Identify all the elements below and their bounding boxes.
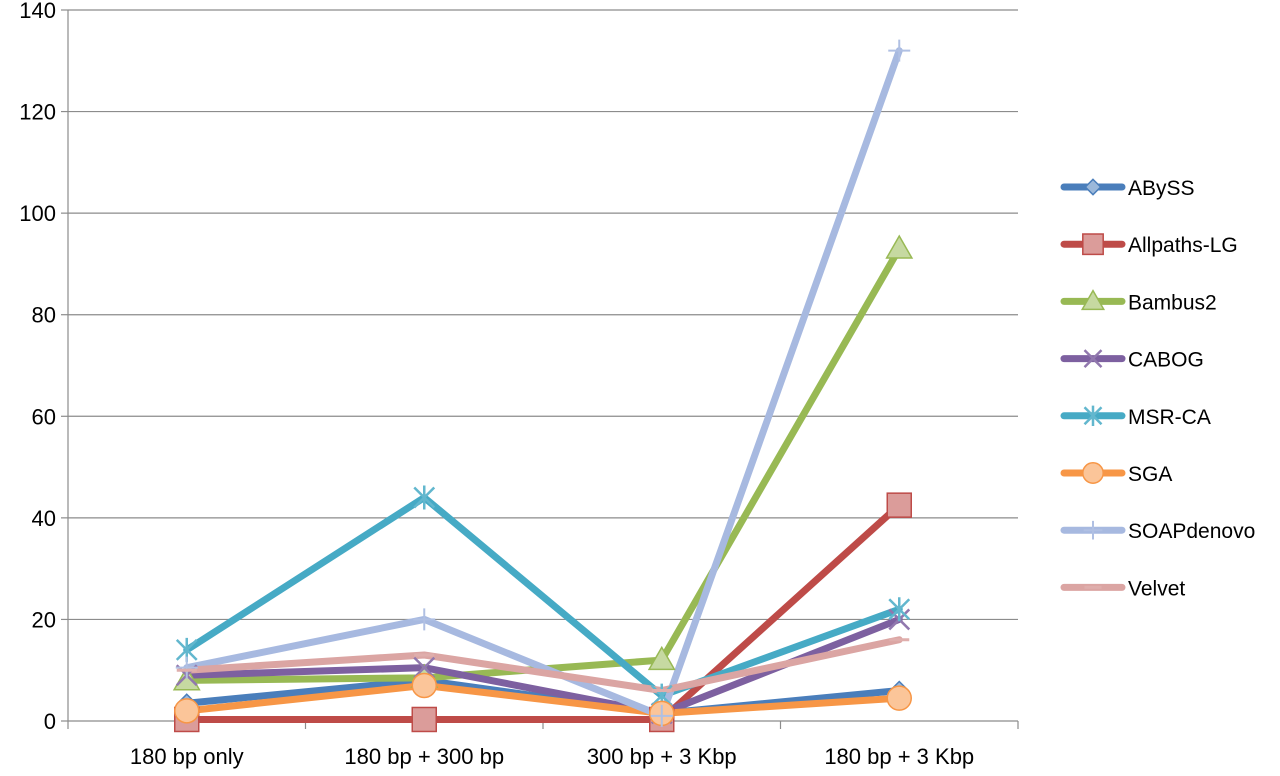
data-point-soapdenovo [413,608,436,631]
legend-label: SGA [1128,463,1172,486]
legend-item-msr-ca: MSR-CA [1060,405,1211,429]
legend-item-allpaths-lg: Allpaths-LG [1060,233,1238,257]
data-point-msr-ca [888,597,911,622]
legend-label: Bambus2 [1128,291,1217,314]
y-tick-label: 100 [19,201,56,226]
legend-marker [1083,405,1103,426]
gridlines [68,9,1018,621]
data-point-bambus2 [885,234,914,259]
y-tick-label: 120 [19,100,56,125]
data-point-bambus2 [172,666,201,691]
series-line-bambus2 [183,245,903,684]
series-line-sga [183,681,903,717]
data-point-soapdenovo [175,656,198,679]
y-tick-label: 40 [32,506,56,531]
legend-label: SOAPdenovo [1128,520,1255,543]
legend-item-velvet: Velvet [1060,577,1185,600]
legend-item-abyss: ABySS [1060,177,1195,200]
legend-label: CABOG [1128,349,1204,372]
legend-item-sga: SGA [1060,462,1172,486]
series-line-soapdenovo [183,47,903,720]
legend-marker [1080,289,1106,311]
x-tick-label: 180 bp + 300 bp [344,744,504,769]
legend: ABySS Allpaths-LG Bambus2 CABOG MSR-CA SGA SOA… [1060,177,1255,600]
data-point-cabog [413,656,436,679]
series-line-velvet [183,636,903,695]
x-tick-label: 180 bp only [130,744,244,769]
x-tick-label: 300 bp + 3 Kbp [587,744,737,769]
y-tick-label: 0 [44,709,56,734]
x-tick-label: 180 bp + 3 Kbp [824,744,974,769]
series-line-msr-ca [183,494,903,700]
legend-marker [1083,520,1103,540]
series-lines [183,47,903,723]
legend-item-cabog: CABOG [1060,349,1204,372]
data-point-soapdenovo [888,39,911,62]
data-point-allpaths-lg [886,492,912,518]
legend-label: Velvet [1128,577,1185,600]
legend-item-soapdenovo: SOAPdenovo [1060,520,1255,543]
y-tick-label: 60 [32,404,56,429]
data-point-sga [886,685,912,711]
legend-label: MSR-CA [1128,406,1211,429]
series-line-allpaths-lg [183,501,903,723]
data-point-allpaths-lg [411,706,437,733]
series-markers [172,39,914,733]
legend-marker [1083,349,1103,368]
data-point-msr-ca [413,485,436,510]
legend-label: Allpaths-LG [1128,234,1238,257]
y-tick-label: 20 [32,607,56,632]
data-point-sga [411,672,437,699]
data-point-bambus2 [647,645,676,671]
y-tick-label: 80 [32,303,56,328]
data-point-soapdenovo [650,704,673,727]
legend-marker [1082,462,1104,484]
legend-item-bambus2: Bambus2 [1060,289,1217,314]
legend-marker [1084,178,1102,196]
legend-marker [1082,233,1104,256]
data-point-sga [174,698,200,724]
legend-label: ABySS [1128,177,1195,200]
y-tick-label: 140 [19,0,56,23]
axes: 0 20 40 60 80 100 120 140 180 bp only 180 bp + 30… [19,0,1019,769]
